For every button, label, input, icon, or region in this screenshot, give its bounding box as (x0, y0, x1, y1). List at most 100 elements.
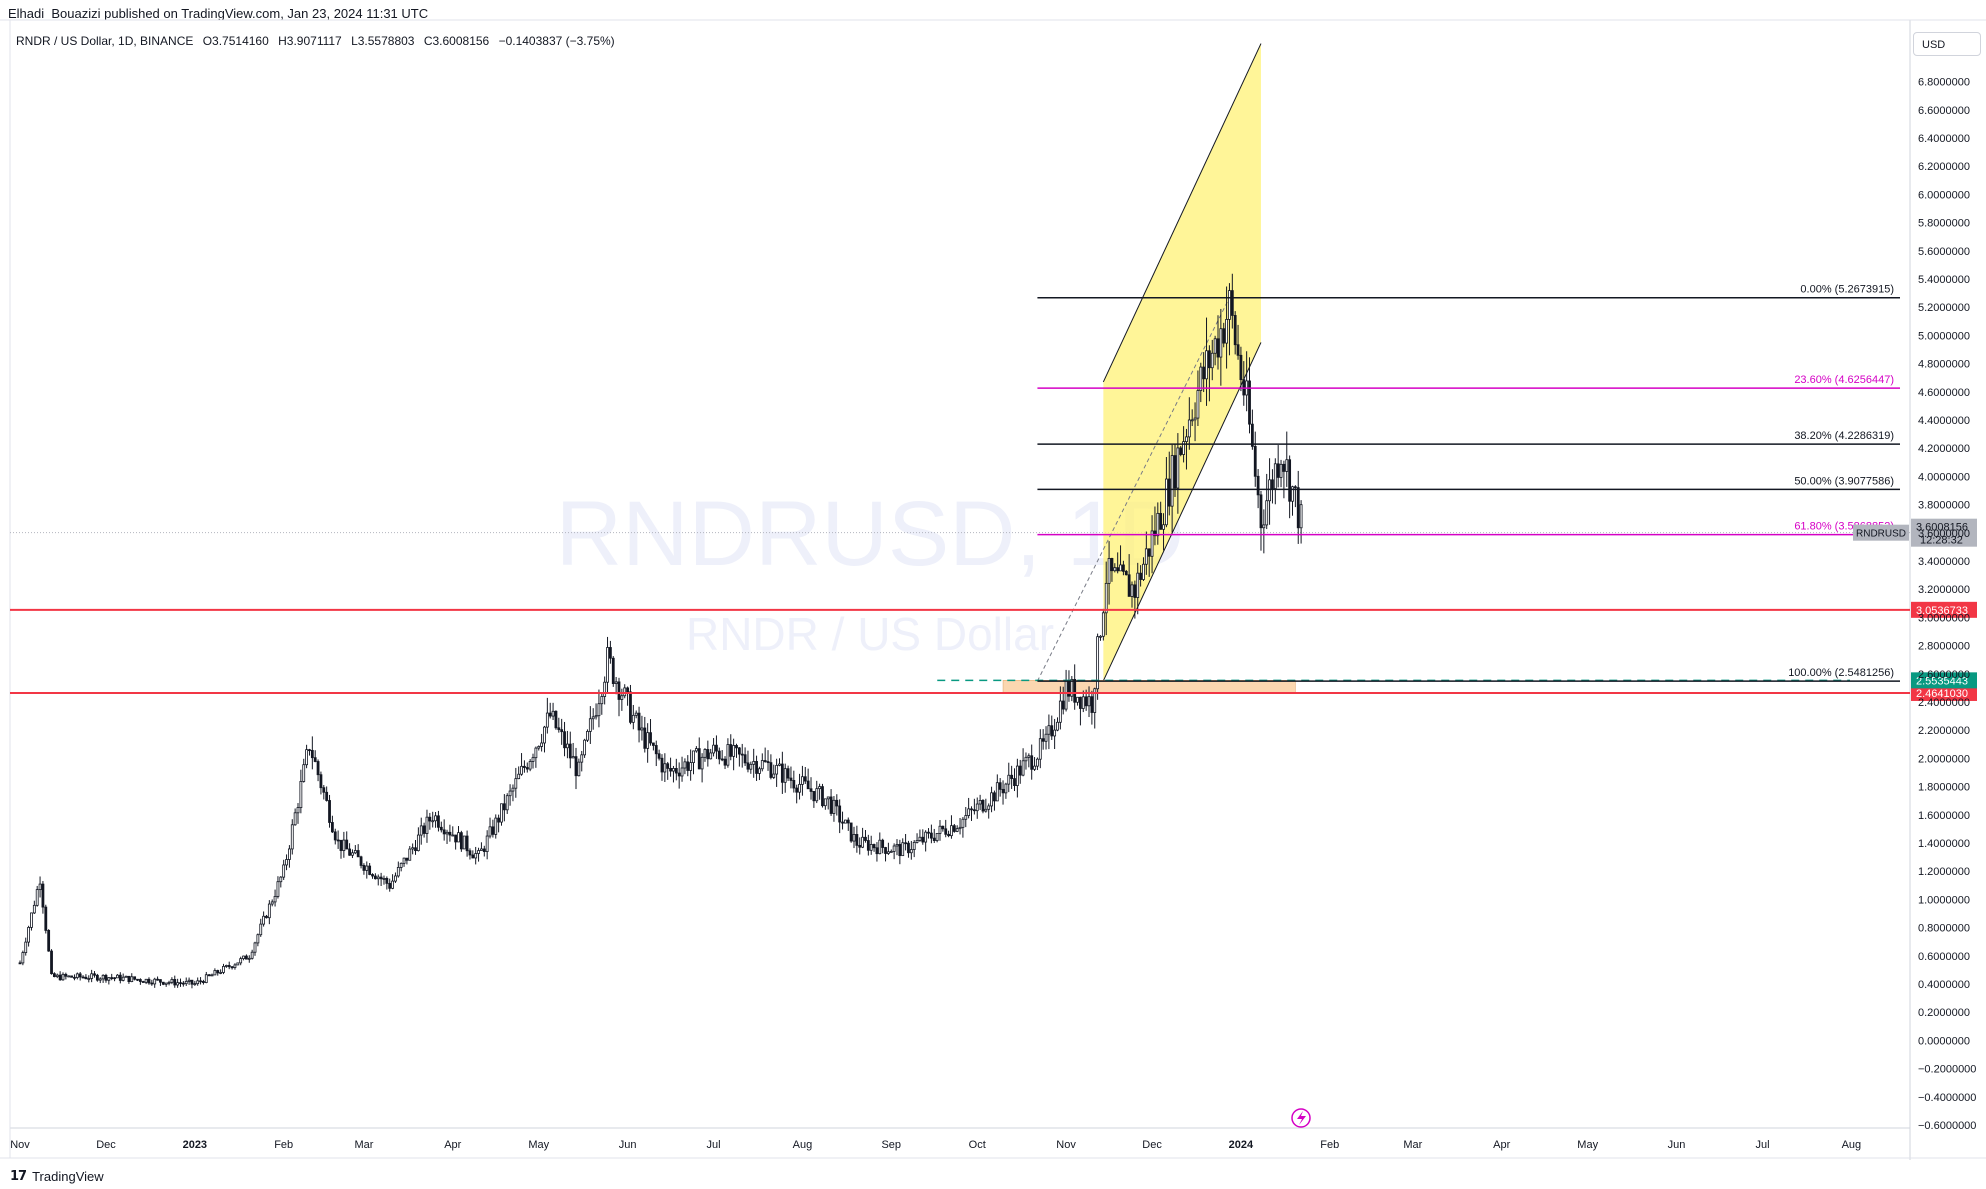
candle-body (276, 881, 280, 897)
candle-body (138, 979, 142, 982)
candle-body (563, 731, 566, 749)
candle-body (411, 847, 415, 850)
candle-body (872, 844, 876, 849)
x-tick-label: Mar (1403, 1139, 1422, 1151)
publisher-line: Elhadi_Bouazizi published on TradingView… (8, 6, 429, 21)
candle-body (677, 772, 681, 777)
candle-body (852, 834, 856, 842)
y-tick-label: 4.0000000 (1918, 471, 1970, 483)
candle-body (313, 757, 317, 762)
candle-body (878, 839, 882, 855)
candle-body (1219, 328, 1223, 358)
candle-body (477, 850, 480, 854)
candle-body (580, 754, 584, 763)
y-tick-label: 3.8000000 (1918, 500, 1970, 512)
candle-body (465, 835, 469, 852)
candle-body (144, 978, 148, 983)
candle-body (950, 825, 953, 837)
candle-body (480, 848, 483, 851)
x-tick-label: Dec (96, 1139, 116, 1151)
candle-body (282, 864, 286, 878)
candle-body (1282, 463, 1286, 472)
candle-body (167, 981, 171, 984)
candle-body (864, 836, 867, 841)
candle-body (732, 745, 736, 757)
y-tick-label: 4.4000000 (1918, 415, 1970, 427)
candle-body (262, 915, 266, 925)
candle-body (534, 747, 538, 759)
candle-body (1213, 338, 1217, 354)
candle-body (270, 901, 274, 905)
candle-body (1119, 564, 1122, 572)
candle-body (256, 934, 260, 944)
candle-body (551, 710, 555, 717)
candle-body (359, 856, 363, 866)
x-tick-label: Feb (274, 1139, 293, 1151)
candle-body (709, 752, 713, 760)
candle-body (98, 978, 102, 981)
candle-body (1271, 479, 1274, 489)
y-tick-label: 6.4000000 (1918, 133, 1970, 145)
candle-body (921, 836, 925, 843)
candle-body (918, 836, 922, 841)
x-tick-label: May (528, 1139, 549, 1151)
candle-body (113, 977, 116, 980)
candle-body (809, 788, 813, 792)
candle-body (1253, 445, 1257, 477)
candle-body (136, 978, 139, 981)
candle-body (290, 824, 294, 850)
candle-body (643, 727, 647, 749)
candle-body (471, 854, 475, 859)
y-tick-label: 2.6000000 (1918, 669, 1970, 681)
candle-body (626, 687, 629, 693)
candle-body (488, 826, 492, 837)
candle-body (1079, 696, 1082, 709)
candle-body (416, 834, 420, 852)
candle-body (21, 952, 25, 964)
candle-body (371, 874, 374, 877)
candle-body (18, 962, 22, 965)
price-level-tag-text: 2.5535443 (1916, 675, 1968, 687)
last-price-text: 3.6008156 (1916, 522, 1968, 534)
candle-body (806, 780, 810, 790)
candle-body (101, 974, 105, 980)
candle-body (1015, 765, 1019, 786)
candle-body (399, 862, 403, 868)
candle-body (723, 758, 727, 766)
candle-body (1207, 350, 1211, 369)
candle-body (422, 825, 426, 834)
candle-body (846, 819, 850, 824)
candle-body (984, 808, 988, 812)
symbol-name[interactable]: RNDR / US Dollar, 1D, BINANCE (16, 34, 194, 48)
candle-body (445, 831, 449, 835)
candle-body (961, 818, 965, 828)
candle-body (245, 955, 248, 960)
y-tick-label: 4.2000000 (1918, 443, 1970, 455)
price-axis[interactable]: 6.8000000 6.6000000 6.4000000 6.2000000 6.00… (1918, 77, 1976, 1132)
candle-body (775, 764, 779, 775)
candle-body (1090, 696, 1094, 713)
candle-body (405, 857, 409, 861)
candle-body (588, 718, 592, 732)
flash-icon[interactable] (1291, 1108, 1311, 1128)
candle-body (760, 760, 764, 770)
candle-body (32, 904, 36, 914)
candle-body (439, 826, 443, 831)
candle-body (365, 865, 369, 871)
candle-body (995, 782, 999, 802)
candle-body (104, 974, 108, 981)
time-axis[interactable]: Nov Dec 2023 Feb Mar Apr May Jun Jul Aug Sep Oct Nov… (10, 1139, 1861, 1151)
candle-body (884, 847, 887, 854)
currency-button[interactable]: USD (1913, 32, 1981, 56)
footer-brand[interactable]: 𝟭𝟳 TradingView (10, 1168, 104, 1184)
candle-body (1087, 696, 1091, 707)
candle-body (1122, 564, 1125, 572)
countdown-text: 12:28:32 (1920, 535, 1963, 547)
y-tick-label: 6.0000000 (1918, 189, 1970, 201)
candle-body (620, 695, 624, 700)
candle-body (35, 889, 39, 906)
candle-body (990, 792, 993, 807)
candle-body (1296, 487, 1300, 529)
candle-body (133, 976, 137, 980)
